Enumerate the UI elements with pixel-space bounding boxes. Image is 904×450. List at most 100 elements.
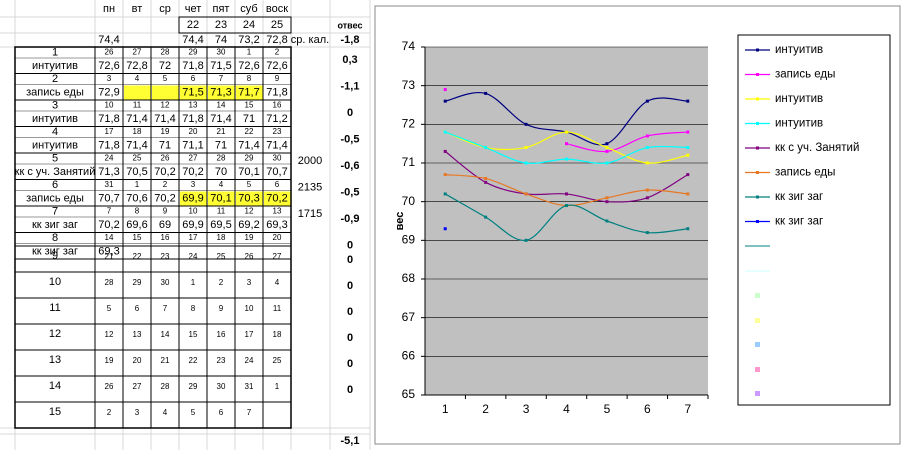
date-cell: 5	[191, 408, 196, 417]
date-cell: 13	[273, 207, 282, 216]
day-header: суб	[240, 3, 257, 15]
week-number: 10	[49, 276, 61, 288]
date-cell: 2	[219, 278, 224, 287]
date-cell: 28	[105, 278, 114, 287]
week-number: 4	[52, 126, 58, 138]
weight-cell: 72	[159, 60, 171, 72]
date-cell: 11	[273, 304, 282, 313]
legend-empty-markers	[745, 245, 770, 396]
legend-marker	[756, 122, 759, 125]
legend-marker	[756, 195, 759, 199]
date-cell: 5	[247, 180, 252, 189]
weight-cell: 71	[215, 139, 227, 151]
date-cell: 29	[189, 48, 198, 57]
weight-cell: 70,2	[154, 192, 175, 204]
point-marker	[686, 153, 690, 157]
date-cell: 31	[105, 180, 114, 189]
date-cell: 3	[247, 278, 252, 287]
weight-cell: 72,8	[126, 60, 147, 72]
date-cell: 6	[219, 408, 224, 417]
week-number: 14	[49, 380, 61, 392]
week-number: 3	[52, 99, 58, 111]
point-marker	[443, 192, 447, 196]
otves-cell: -0,6	[341, 160, 360, 172]
weight-cell: 70,3	[238, 192, 259, 204]
point-marker	[443, 149, 447, 153]
date-cell: 18	[133, 127, 142, 136]
week-number: 7	[52, 205, 58, 217]
date-cell: 18	[217, 233, 226, 242]
date-cell: 30	[273, 154, 282, 163]
date-cell: 29	[245, 154, 254, 163]
weight-cell: 71,8	[266, 86, 287, 98]
date-cell: 26	[105, 48, 114, 57]
date-cell: 15	[245, 101, 254, 110]
y-tick-label: 66	[402, 349, 416, 363]
week-name: кк с уч. Занятий	[15, 166, 96, 178]
header-date: 23	[215, 19, 227, 31]
otves-cell: -1,1	[341, 80, 360, 92]
highlight-cell	[236, 191, 263, 206]
point-marker	[645, 99, 649, 103]
weight-cell: 70,2	[182, 166, 203, 178]
date-cell: 1	[275, 382, 280, 391]
week-number: 15	[49, 406, 61, 418]
date-cell: 6	[275, 180, 280, 189]
weight-cell: 69	[159, 219, 171, 231]
date-cell: 31	[245, 382, 254, 391]
header-date: 25	[271, 19, 283, 31]
date-cell: 9	[275, 74, 280, 83]
date-cell: 22	[245, 127, 254, 136]
point-marker	[645, 134, 649, 138]
week-number: 1	[52, 46, 58, 58]
series-line	[566, 131, 688, 153]
weight-cell: 71,4	[210, 113, 231, 125]
y-tick-label: 70	[402, 194, 416, 208]
date-cell: 23	[273, 127, 282, 136]
point-marker	[524, 238, 528, 242]
date-cell: 23	[217, 356, 226, 365]
otves-cell: 0	[347, 358, 353, 370]
date-cell: 7	[219, 74, 224, 83]
header-weight: 74,4	[182, 34, 203, 46]
date-cell: 25	[273, 356, 282, 365]
week-name: интуитив	[32, 113, 78, 125]
date-cell: 8	[247, 74, 252, 83]
week-number: 13	[49, 354, 61, 366]
date-cell: 8	[191, 304, 196, 313]
date-cell: 10	[245, 304, 254, 313]
legend-label: кк зиг заг	[775, 216, 823, 228]
weight-cell: 72,6	[238, 60, 259, 72]
point-marker	[686, 173, 690, 177]
otves-cell: -0,5	[341, 186, 360, 198]
table-border	[14, 46, 292, 429]
point-marker	[605, 149, 609, 153]
legend-sample	[755, 391, 760, 396]
weight-cell: 71,4	[266, 139, 287, 151]
weight-cell: 71,8	[98, 139, 119, 151]
x-tick-label: 2	[482, 402, 489, 416]
date-cell: 2	[275, 48, 280, 57]
weight-cell: 71,4	[126, 113, 147, 125]
point-marker	[645, 146, 649, 150]
date-cell: 5	[163, 74, 168, 83]
weight-cell: 72,9	[98, 86, 119, 98]
otves-cell: 0	[347, 239, 353, 251]
date-cell: 17	[189, 233, 198, 242]
plot-area	[425, 47, 708, 395]
x-tick-label: 1	[442, 402, 449, 416]
y-tick-label: 67	[402, 310, 416, 324]
date-cell: 27	[133, 382, 142, 391]
kcal-cell: 1715	[298, 208, 322, 220]
date-cell: 6	[191, 74, 196, 83]
date-cell: 12	[245, 207, 254, 216]
day-header: воск	[266, 3, 288, 15]
date-cell: 28	[217, 154, 226, 163]
legend-marker	[756, 171, 759, 174]
day-header: чет	[185, 3, 202, 15]
point-marker	[605, 161, 609, 165]
legend-label: интуитив	[775, 118, 823, 130]
date-cell: 12	[105, 330, 114, 339]
week-number: 2	[52, 73, 58, 85]
date-cell: 3	[107, 74, 112, 83]
